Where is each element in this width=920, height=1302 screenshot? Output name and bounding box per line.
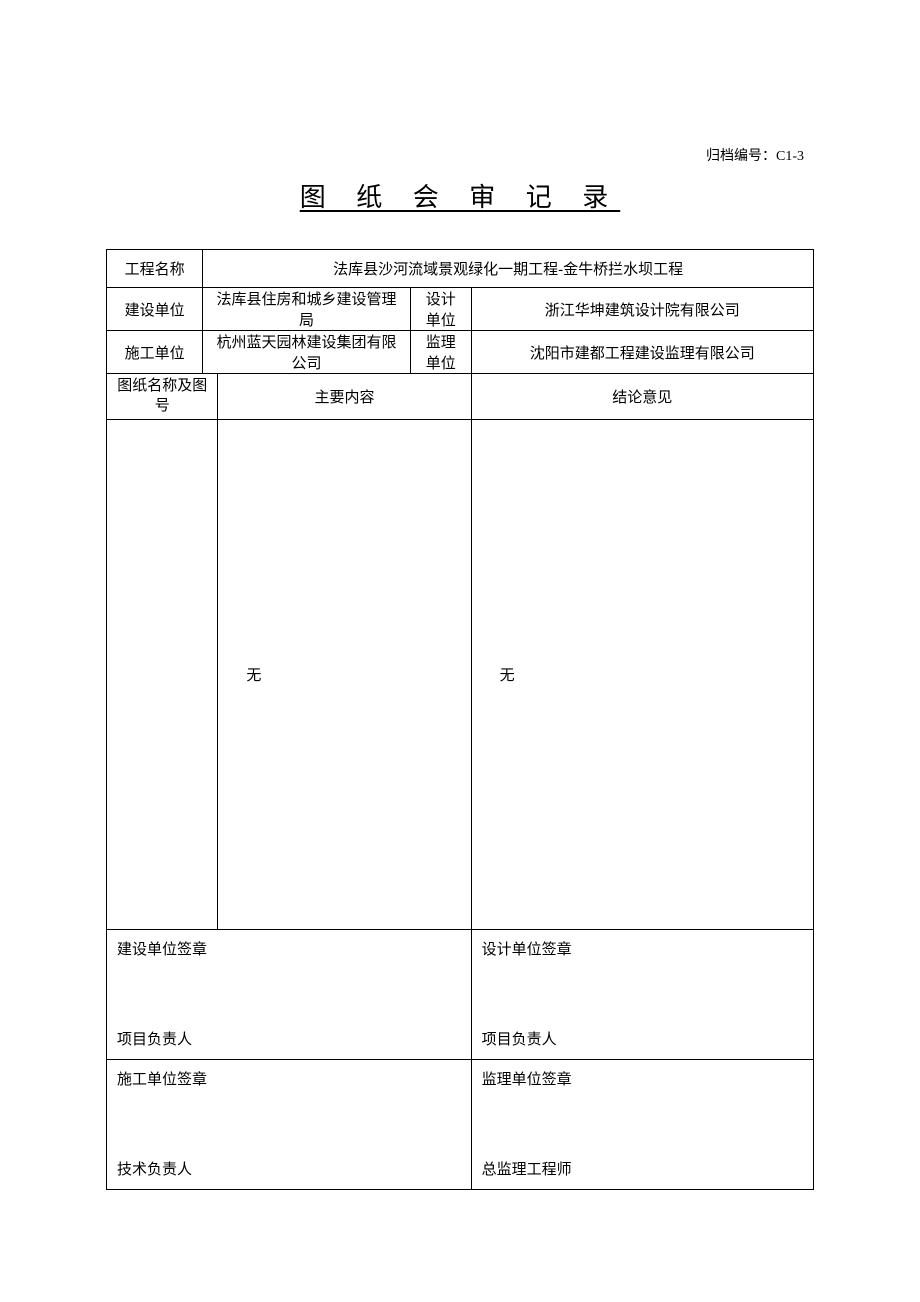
label-construction-unit: 建设单位 <box>107 288 203 331</box>
value-construction-unit: 法库县住房和城乡建设管理局 <box>203 288 411 331</box>
construction-signature-cell: 建设单位签章 项目负责人 <box>107 930 472 1060</box>
label-supervision-unit: 监理单位 <box>410 331 471 374</box>
label-drawing-col: 图纸名称及图号 <box>107 374 218 420</box>
label-project-lead-1: 项目负责人 <box>117 1028 461 1051</box>
label-construction-seal: 建设单位签章 <box>117 938 461 959</box>
document-title: 图 纸 会 审 记 录 <box>106 177 814 214</box>
label-conclusion-col: 结论意见 <box>471 374 813 420</box>
label-tech-lead: 技术负责人 <box>117 1158 461 1181</box>
document-page: 归档编号：C1-3 图 纸 会 审 记 录 工程名称 法库县沙河流域景观绿化一期… <box>0 0 920 1190</box>
value-main-content: 无 <box>218 420 471 930</box>
label-contractor-unit: 施工单位 <box>107 331 203 374</box>
review-table: 工程名称 法库县沙河流域景观绿化一期工程-金牛桥拦水坝工程 建设单位 法库县住房… <box>106 249 814 1190</box>
value-design-unit: 浙江华坤建筑设计院有限公司 <box>471 288 813 331</box>
label-project-name: 工程名称 <box>107 250 203 288</box>
value-project-name: 法库县沙河流域景观绿化一期工程-金牛桥拦水坝工程 <box>203 250 814 288</box>
label-contractor-seal: 施工单位签章 <box>117 1068 461 1089</box>
design-signature-cell: 设计单位签章 项目负责人 <box>471 930 813 1060</box>
label-chief-supervisor: 总监理工程师 <box>482 1158 803 1181</box>
label-design-unit: 设计单位 <box>410 288 471 331</box>
archive-label: 归档编号： <box>706 149 776 164</box>
value-contractor-unit: 杭州蓝天园林建设集团有限公司 <box>203 331 411 374</box>
archive-number: C1-3 <box>776 149 804 164</box>
contractor-signature-cell: 施工单位签章 技术负责人 <box>107 1060 472 1190</box>
value-drawing-name <box>107 420 218 930</box>
archive-number-line: 归档编号：C1-3 <box>106 145 814 165</box>
supervision-signature-cell: 监理单位签章 总监理工程师 <box>471 1060 813 1190</box>
label-project-lead-2: 项目负责人 <box>482 1028 803 1051</box>
label-design-seal: 设计单位签章 <box>482 938 803 959</box>
label-content-col: 主要内容 <box>218 374 471 420</box>
value-supervision-unit: 沈阳市建都工程建设监理有限公司 <box>471 331 813 374</box>
value-conclusion: 无 <box>471 420 813 930</box>
label-supervision-seal: 监理单位签章 <box>482 1068 803 1089</box>
